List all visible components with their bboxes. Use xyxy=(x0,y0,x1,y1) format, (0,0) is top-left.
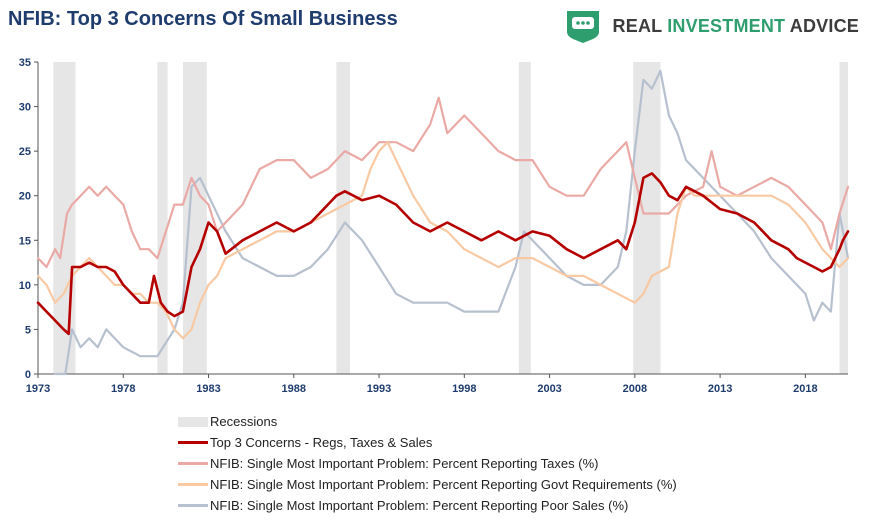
recession-band xyxy=(157,62,168,374)
legend-label-recessions: Recessions xyxy=(210,414,278,429)
x-tick-label: 2013 xyxy=(708,383,732,395)
x-tick-label: 1998 xyxy=(452,383,476,395)
legend-label-top3: Top 3 Concerns - Regs, Taxes & Sales xyxy=(210,435,433,450)
legend-item-top3: Top 3 Concerns - Regs, Taxes & Sales xyxy=(178,432,677,453)
legend-swatch-poor-sales xyxy=(178,504,208,507)
legend-label-taxes: NFIB: Single Most Important Problem: Per… xyxy=(210,456,599,471)
brand-suffix: ADVICE xyxy=(785,15,859,36)
x-tick-label: 1983 xyxy=(196,383,220,395)
x-tick-label: 2018 xyxy=(793,383,817,395)
recession-band xyxy=(839,62,848,374)
legend-swatch-govt-requirements xyxy=(178,483,208,486)
x-tick-label: 1988 xyxy=(282,383,306,395)
y-tick-label: 30 xyxy=(19,102,31,114)
brand-logo: REAL INVESTMENT ADVICE xyxy=(563,8,859,44)
legend-item-govt-requirements: NFIB: Single Most Important Problem: Per… xyxy=(178,474,677,495)
page-title: NFIB: Top 3 Concerns Of Small Business xyxy=(8,8,398,30)
brand-highlight: INVESTMENT xyxy=(667,15,786,36)
recession-band xyxy=(182,62,207,374)
y-tick-label: 25 xyxy=(19,146,31,158)
chat-bubble-shield-icon xyxy=(566,11,599,43)
legend-swatch-top3 xyxy=(178,441,208,444)
recession-band xyxy=(633,62,661,374)
legend-swatch-recessions xyxy=(178,416,208,427)
legend-swatch-taxes xyxy=(178,462,208,465)
legend-label-poor-sales: NFIB: Single Most Important Problem: Per… xyxy=(210,498,629,513)
y-tick-label: 20 xyxy=(19,191,31,203)
x-tick-label: 1993 xyxy=(367,383,391,395)
x-tick-label: 1978 xyxy=(111,383,135,395)
chart-legend: Recessions Top 3 Concerns - Regs, Taxes … xyxy=(178,411,677,516)
recession-band xyxy=(336,62,351,374)
x-tick-label: 2008 xyxy=(623,383,647,395)
y-tick-label: 15 xyxy=(19,235,31,247)
x-tick-label: 2003 xyxy=(537,383,561,395)
y-tick-label: 5 xyxy=(25,324,31,336)
y-tick-label: 35 xyxy=(19,57,31,69)
recession-band xyxy=(518,62,531,374)
legend-label-govt-requirements: NFIB: Single Most Important Problem: Per… xyxy=(210,477,677,492)
y-tick-label: 10 xyxy=(19,280,31,292)
x-tick-label: 1973 xyxy=(26,383,50,395)
brand-prefix: REAL xyxy=(612,15,668,36)
recession-band xyxy=(53,62,76,374)
legend-item-taxes: NFIB: Single Most Important Problem: Per… xyxy=(178,453,677,474)
line-chart: 0 5 10 15 20 25 30 35 1973 1978 1983 1988 1993 1998 20… xyxy=(19,57,850,395)
legend-item-recessions: Recessions xyxy=(178,411,677,432)
y-tick-label: 0 xyxy=(25,369,31,381)
legend-item-poor-sales: NFIB: Single Most Important Problem: Per… xyxy=(178,495,677,516)
brand-name: REAL INVESTMENT ADVICE xyxy=(613,16,859,37)
series-line-0 xyxy=(36,172,850,336)
